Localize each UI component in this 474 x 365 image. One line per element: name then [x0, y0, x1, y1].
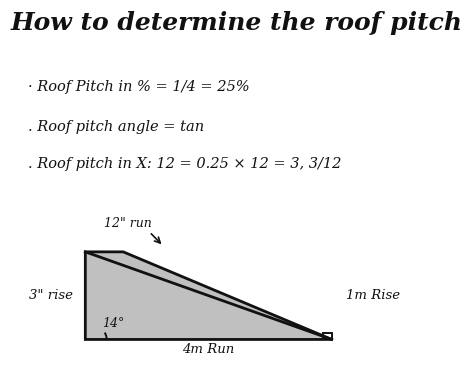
Text: . Roof pitch angle = tan: . Roof pitch angle = tan	[28, 120, 205, 134]
Text: 14°: 14°	[102, 317, 124, 330]
Text: 1m Rise: 1m Rise	[346, 289, 400, 302]
Text: . Roof pitch in X: 12 = 0.25 × 12 = 3, 3/12: . Roof pitch in X: 12 = 0.25 × 12 = 3, 3…	[28, 157, 342, 171]
Text: How to determine the roof pitch: How to determine the roof pitch	[11, 11, 463, 35]
Text: 4m Run: 4m Run	[182, 343, 235, 356]
Text: 12" run: 12" run	[104, 217, 152, 230]
Text: 3" rise: 3" rise	[29, 289, 73, 302]
Polygon shape	[85, 252, 332, 339]
Text: · Roof Pitch in % = 1/4 = 25%: · Roof Pitch in % = 1/4 = 25%	[28, 80, 250, 94]
